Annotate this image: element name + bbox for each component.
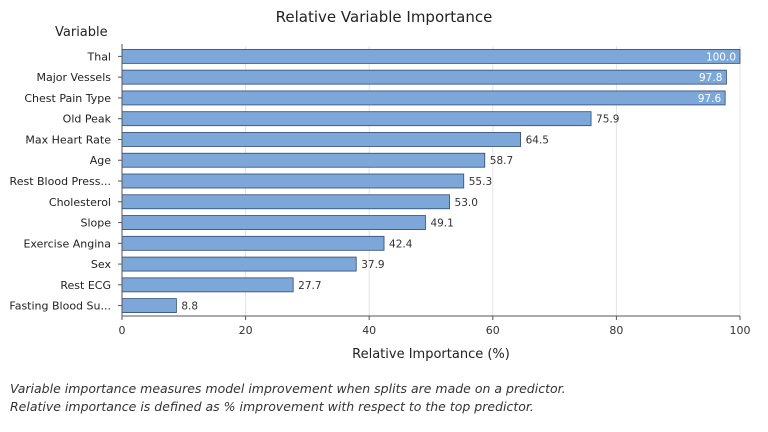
bar-11 [121,277,294,293]
axes: Thal Major Vessels Chest Pain Type Old Peak… [9,44,751,337]
data-label-5: 58.7 [490,155,513,167]
bar-9 [121,235,385,251]
category-label-10: Sex [91,258,112,271]
data-label-1: 97.8 [699,72,722,84]
x-axis-title: Relative Importance (%) [352,347,510,362]
x-tick-label-0: 0 [119,324,126,337]
x-tick-label-4: 80 [609,324,623,337]
category-label-6: Rest Blood Press... [10,175,111,188]
x-tick-label-3: 60 [486,324,500,337]
category-label-2: Chest Pain Type [24,92,111,105]
category-label-11: Rest ECG [60,279,111,292]
data-label-12: 8.8 [181,301,198,313]
y-axis-title: Variable [55,25,108,40]
x-tick-label-5: 100 [730,324,751,337]
data-label-8: 49.1 [430,218,453,230]
bar-4 [121,132,522,147]
footnote: Variable importance measures model impro… [10,380,760,416]
category-label-8: Slope [80,217,111,230]
data-label-0: 100.0 [706,51,736,63]
data-label-4: 64.5 [526,134,549,146]
data-label-2: 97.6 [698,93,722,105]
x-tick-label-1: 20 [239,324,253,337]
data-label-10: 37.9 [361,259,384,271]
data-label-11: 27.7 [298,280,321,292]
bar-0 [121,48,741,64]
category-label-5: Age [90,154,112,167]
category-label-4: Max Heart Rate [25,133,111,146]
category-label-12: Fasting Blood Su... [9,300,111,313]
data-label-3: 75.9 [596,114,619,126]
bar-1 [121,69,727,85]
category-label-0: Thal [87,50,112,63]
bar-7 [121,194,450,210]
variable-importance-chart: Relative Variable Importance Variable 10… [9,8,751,362]
category-label-3: Old Peak [63,113,112,126]
category-label-1: Major Vessels [37,71,112,84]
category-label-9: Exercise Angina [23,237,111,250]
bar-3 [121,111,592,127]
bar-12 [121,298,177,314]
bars: 100.0 97.8 97.6 75.9 64.5 58.7 55.3 53.049.1 42.… [121,48,741,314]
bar-2 [121,90,726,106]
bar-8 [121,215,426,230]
chart-title: Relative Variable Importance [276,8,493,26]
footnote-line-2: Relative importance is defined as % impr… [10,399,534,414]
data-label-9: 42.4 [389,238,413,250]
category-label-7: Cholesterol [49,196,111,209]
bar-5 [121,152,486,168]
x-tick-label-2: 40 [362,324,376,337]
bar-6 [121,173,465,189]
bar-10 [121,256,357,272]
footnote-line-1: Variable importance measures model impro… [10,381,566,396]
data-label-6: 55.3 [469,176,492,188]
data-label-7: 53.0 [455,197,478,209]
